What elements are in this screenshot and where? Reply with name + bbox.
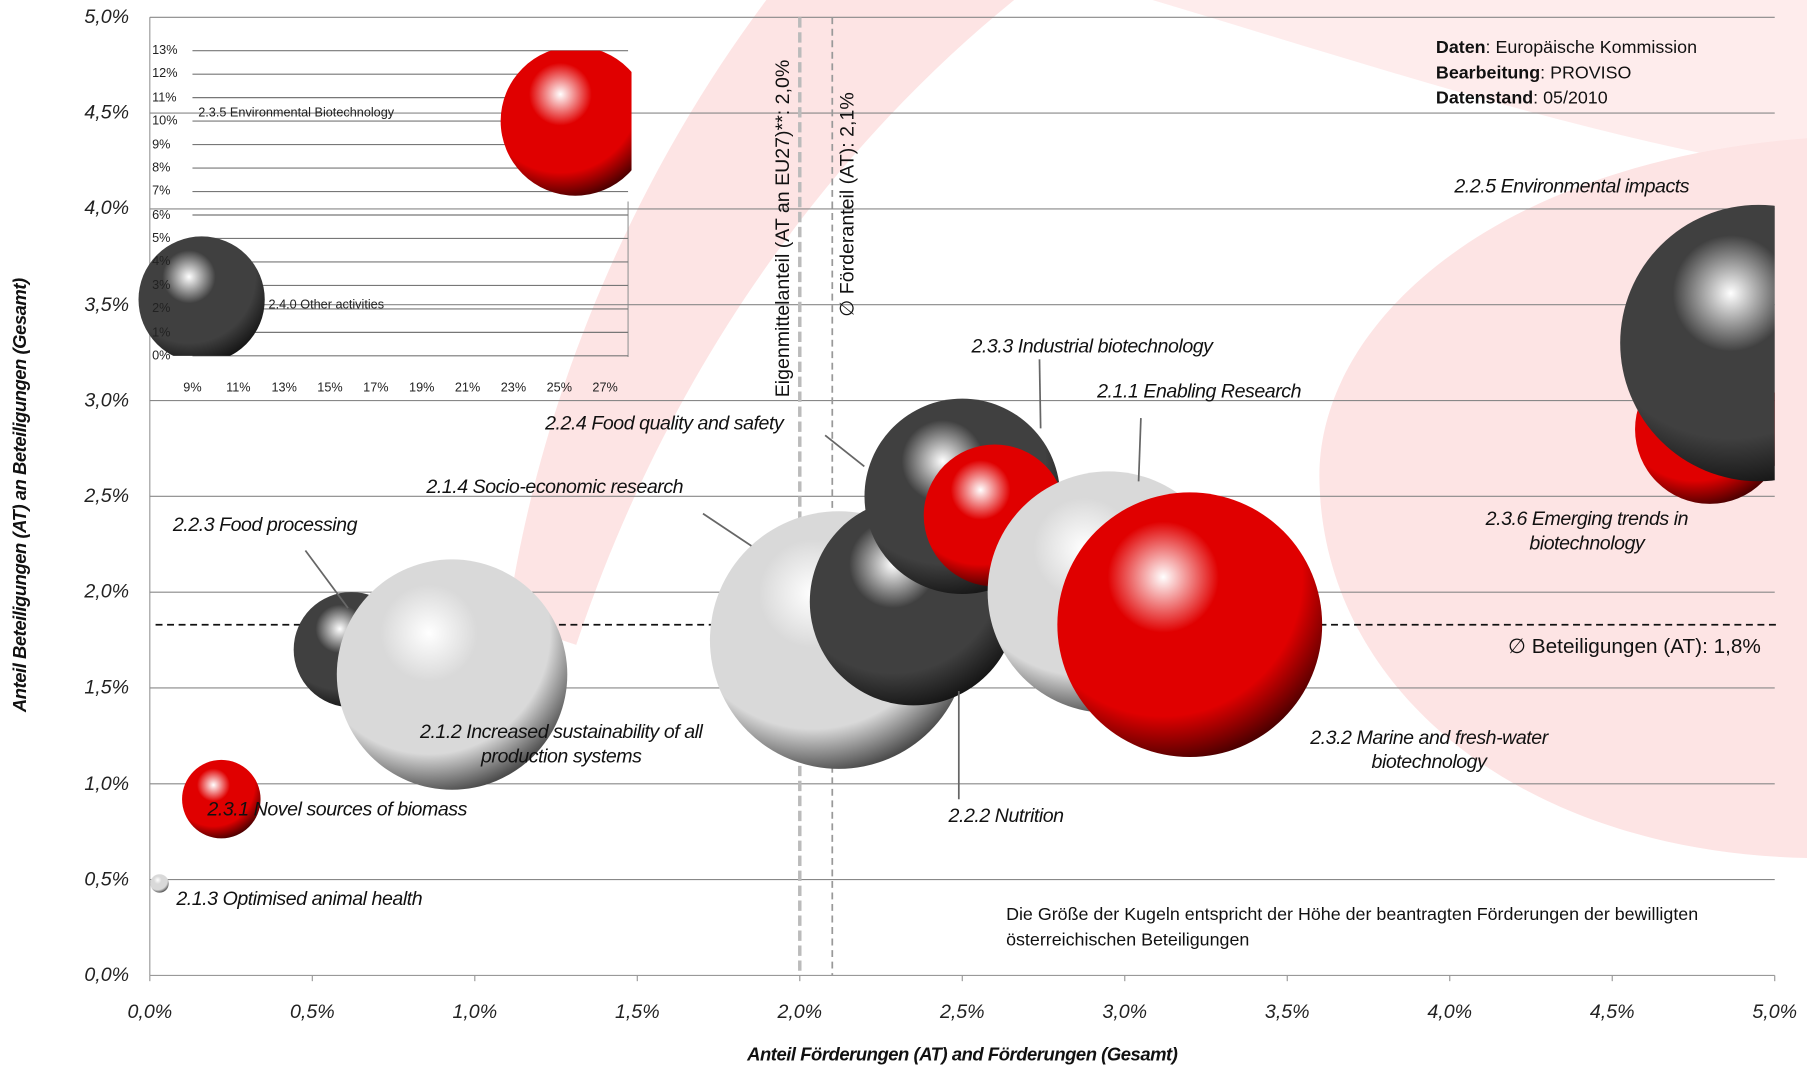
bubble-label: 2.2.3 Food processing (172, 513, 358, 536)
source-line: Bearbeitung: PROVISO (1436, 61, 1697, 86)
y-tick-label: 2,5% (84, 484, 130, 507)
x-tick-label: 3,5% (1264, 1000, 1310, 1023)
bubble (138, 236, 265, 356)
inset-x-tick-label: 19% (409, 381, 435, 396)
inset-y-tick-label: 6% (152, 208, 171, 222)
reference-label: ∅ Förderanteil (AT): 2,1% (837, 92, 859, 316)
bubble-label: 2.1.1 Enabling Research (1097, 380, 1302, 402)
inset-y-tick-label: 10% (152, 114, 178, 128)
x-tick-label: 4,0% (1427, 1000, 1473, 1023)
inset-y-tick-label: 3% (152, 278, 171, 293)
reference-label: ∅ Beteiligungen (AT): 1,8% (1507, 634, 1761, 658)
y-tick-label: 1,5% (84, 676, 130, 699)
x-tick-label: 2,5% (939, 1000, 985, 1023)
inset-y-tick-label: 0% (152, 348, 171, 363)
bubble (1057, 492, 1323, 758)
x-tick-label: 3,0% (1102, 1000, 1148, 1023)
bubble-label: 2.1.4 Socio-economic research (426, 475, 684, 498)
bubble-label: 2.1.2 Increased sustainability of all pr… (420, 720, 703, 767)
inset-x-tick-label: 9% (183, 381, 202, 396)
source-key: Bearbeitung (1435, 63, 1541, 83)
inset-y-tick-label: 9% (152, 137, 171, 152)
x-tick-label: 0,5% (289, 1000, 335, 1023)
bubble (500, 50, 632, 196)
x-tick-label: 1,5% (614, 1000, 660, 1023)
y-tick-label: 1,0% (84, 772, 130, 795)
source-box: Daten: Europäische Kommission Bearbeitung… (1436, 36, 1697, 112)
inset-x-tick-label: 23% (500, 381, 527, 396)
inset-y-tick-label: 11% (152, 90, 177, 105)
inset-y-tick-label: 1% (152, 325, 171, 340)
y-axis-title: Anteil Beteiligungen (AT) an Beteiligung… (10, 278, 31, 713)
bubble-label: 2.3.6 Emerging trends in biotechnology (1485, 507, 1689, 554)
y-tick-label: 0,5% (84, 868, 130, 890)
source-line: Datenstand: 05/2010 (1436, 86, 1697, 111)
leader-line (1137, 418, 1142, 482)
bubble-label: 2.3.1 Novel sources of biomass (207, 798, 467, 820)
source-line: Daten: Europäische Kommission (1436, 36, 1697, 61)
inset-y-tick-label: 5% (152, 231, 171, 246)
bubble-label: 2.2.5 Environmental impacts (1454, 175, 1690, 197)
bubble (336, 559, 568, 790)
y-tick-label: 3,5% (84, 293, 130, 316)
inset-y-tick-label: 13% (152, 43, 178, 58)
leader-line (824, 434, 865, 468)
x-axis-title: Anteil Förderungen (AT) and Förderungen … (747, 1045, 1178, 1066)
source-text: : 05/2010 (1533, 88, 1608, 109)
inset-x-tick-label: 25% (546, 381, 572, 396)
bubble-label: 2.2.2 Nutrition (948, 804, 1065, 827)
x-tick-label: 0,0% (127, 1000, 173, 1023)
y-tick-label: 5,0% (84, 5, 130, 28)
y-tick-label: 4,5% (84, 101, 130, 124)
bubble (1620, 204, 1775, 482)
inset-bubble-label: 2.3.5 Environmental Biotechnology (198, 105, 395, 120)
inset-x-tick-label: 17% (363, 381, 389, 396)
y-tick-label: 3,0% (84, 389, 130, 411)
bubble-label: 2.3.2 Marine and fresh-water biotechnolo… (1310, 726, 1548, 773)
y-tick-label: 0,0% (84, 963, 130, 986)
reference-label: Eigenmittelanteil (AT an EU27)**: 2,0% (772, 60, 794, 398)
y-tick-label: 4,0% (84, 197, 130, 220)
leader-line (1038, 359, 1042, 429)
inset-y-tick-label: 8% (152, 161, 171, 175)
note: Die Größe der Kugeln entspricht der Höhe… (1006, 905, 1699, 951)
source-key: Daten (1435, 38, 1486, 58)
inset-y-tick-label: 4% (152, 255, 171, 269)
x-tick-label: 2,0% (777, 1000, 823, 1023)
source-key: Datenstand (1435, 88, 1534, 109)
y-tick-label: 2,0% (84, 580, 130, 603)
source-text: : PROVISO (1540, 63, 1632, 83)
inset-y-tick-label: 2% (152, 301, 171, 316)
source-text: : Europäische Kommission (1485, 38, 1698, 58)
bubble (150, 874, 169, 893)
x-tick-label: 1,0% (452, 1000, 498, 1023)
inset-x-tick-label: 13% (271, 381, 297, 396)
x-tick-label: 5,0% (1752, 1000, 1798, 1023)
bubble-label: 2.3.3 Industrial biotechnology (971, 335, 1213, 357)
x-tick-label: 4,5% (1589, 1000, 1635, 1023)
inset-y-tick-label: 12% (152, 67, 178, 82)
bubble-label: 2.1.3 Optimised animal health (176, 887, 423, 910)
inset-x-tick-label: 15% (317, 381, 343, 396)
inset-bubble-label: 2.4.0 Other activities (268, 298, 385, 313)
leader-line (702, 512, 752, 547)
bubble (182, 759, 261, 839)
leader-line (304, 549, 349, 609)
inset-x-tick-label: 27% (592, 381, 618, 396)
inset-x-tick-label: 11% (226, 381, 251, 396)
bubble-label: 2.2.4 Food quality and safety (545, 412, 784, 435)
inset-y-tick-label: 7% (152, 184, 171, 199)
inset-x-tick-label: 21% (454, 381, 481, 396)
